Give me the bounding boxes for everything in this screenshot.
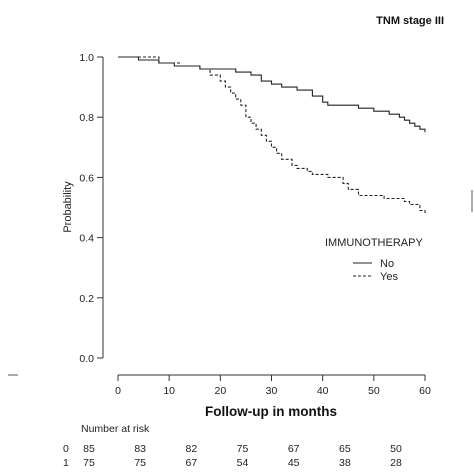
risk-count: 67	[185, 457, 197, 469]
risk-count: 45	[288, 457, 300, 469]
risk-group-label: 1	[63, 457, 69, 469]
x-axis-ticks: 0 10 20 30 40 50 60	[115, 375, 431, 397]
risk-table-heading: Number at risk	[81, 423, 150, 435]
x-tick-label: 0	[115, 385, 121, 397]
survival-curves	[118, 56, 426, 214]
risk-count: 38	[339, 457, 351, 469]
x-tick-label: 20	[214, 385, 226, 397]
risk-count: 75	[237, 443, 249, 455]
chart-title: TNM stage III	[376, 15, 444, 27]
risk-table: Number at risk 0 85 83 82 75 67 65 50 1 75 75 67 54 4…	[63, 423, 402, 469]
y-tick-label: 0.4	[79, 233, 94, 245]
y-axis-ticks: 0.0 0.2 0.4 0.6 0.8 1.0	[79, 52, 103, 365]
legend-label-no: No	[380, 258, 394, 270]
x-tick-label: 10	[163, 385, 175, 397]
risk-count: 67	[288, 443, 300, 455]
legend: IMMUNOTHERAPY No Yes	[325, 237, 423, 283]
legend-label-yes: Yes	[380, 271, 398, 283]
x-tick-label: 40	[317, 385, 329, 397]
risk-count: 82	[185, 443, 197, 455]
y-tick-label: 0.0	[79, 353, 94, 365]
x-tick-label: 60	[419, 385, 431, 397]
y-axis-label: Probability	[62, 181, 74, 233]
y-tick-label: 0.6	[79, 172, 94, 184]
risk-count: 75	[83, 457, 95, 469]
risk-count: 83	[134, 443, 146, 455]
risk-group-label: 0	[63, 443, 69, 455]
risk-count: 54	[237, 457, 249, 469]
km-curve-yes	[118, 56, 426, 214]
x-tick-label: 50	[368, 385, 380, 397]
risk-count: 65	[339, 443, 351, 455]
risk-count: 75	[134, 457, 146, 469]
y-tick-label: 0.8	[79, 112, 94, 124]
legend-title: IMMUNOTHERAPY	[325, 237, 423, 249]
x-tick-label: 30	[266, 385, 278, 397]
risk-count: 50	[390, 443, 402, 455]
y-tick-label: 1.0	[79, 52, 94, 64]
risk-table-rows: 0 85 83 82 75 67 65 50 1 75 75 67 54 45 38 28	[63, 443, 402, 469]
km-curve-no	[118, 56, 426, 133]
axes	[102, 57, 425, 376]
y-tick-label: 0.2	[79, 293, 94, 305]
x-axis-label: Follow-up in months	[205, 404, 337, 419]
risk-count: 85	[83, 443, 95, 455]
risk-count: 28	[390, 457, 402, 469]
